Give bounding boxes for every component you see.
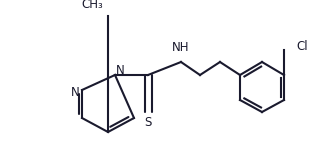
Text: N: N xyxy=(116,63,124,76)
Text: Cl: Cl xyxy=(296,41,308,54)
Text: CH₃: CH₃ xyxy=(81,0,103,11)
Text: NH: NH xyxy=(172,41,190,54)
Text: S: S xyxy=(144,115,152,129)
Text: N: N xyxy=(71,86,79,100)
